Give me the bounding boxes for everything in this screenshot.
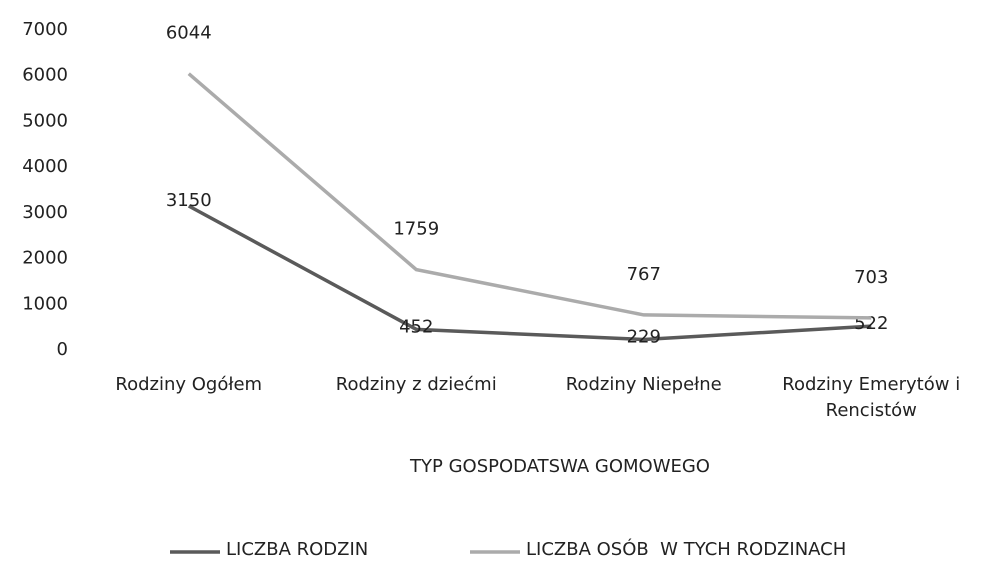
line <box>187 204 872 342</box>
data-label: 452 <box>399 316 433 337</box>
data-label: 1759 <box>393 219 439 240</box>
y-tick-label: 3000 <box>22 202 68 223</box>
legend-label: LICZBA RODZIN <box>226 539 368 560</box>
data-label: 6044 <box>166 23 212 44</box>
x-tick-label: Rodziny Ogółem <box>115 374 263 395</box>
data-label: 229 <box>627 327 661 348</box>
x-tick-label: Rodziny Emerytów i Rencistów <box>782 374 961 421</box>
y-tick-label: 2000 <box>22 248 68 269</box>
y-tick-label: 4000 <box>22 156 68 177</box>
data-label: 767 <box>627 264 661 285</box>
y-tick-label: 1000 <box>22 293 68 314</box>
x-tick-label: Rodziny z dziećmi <box>335 374 497 395</box>
legend-label: LICZBA OSÓB W TYCH RODZINACH <box>526 538 846 560</box>
data-label: 3150 <box>166 190 212 211</box>
x-axis-title: TYP GOSPODATSWA GOMOWEGO <box>409 456 710 477</box>
line <box>187 72 872 320</box>
x-tick-label: Rodziny Niepełne <box>565 374 722 395</box>
y-tick-label: 6000 <box>22 65 68 86</box>
y-tick-label: 7000 <box>22 19 68 40</box>
y-tick-label: 0 <box>57 339 68 360</box>
data-label: 703 <box>854 267 888 288</box>
y-tick-label: 5000 <box>22 110 68 131</box>
